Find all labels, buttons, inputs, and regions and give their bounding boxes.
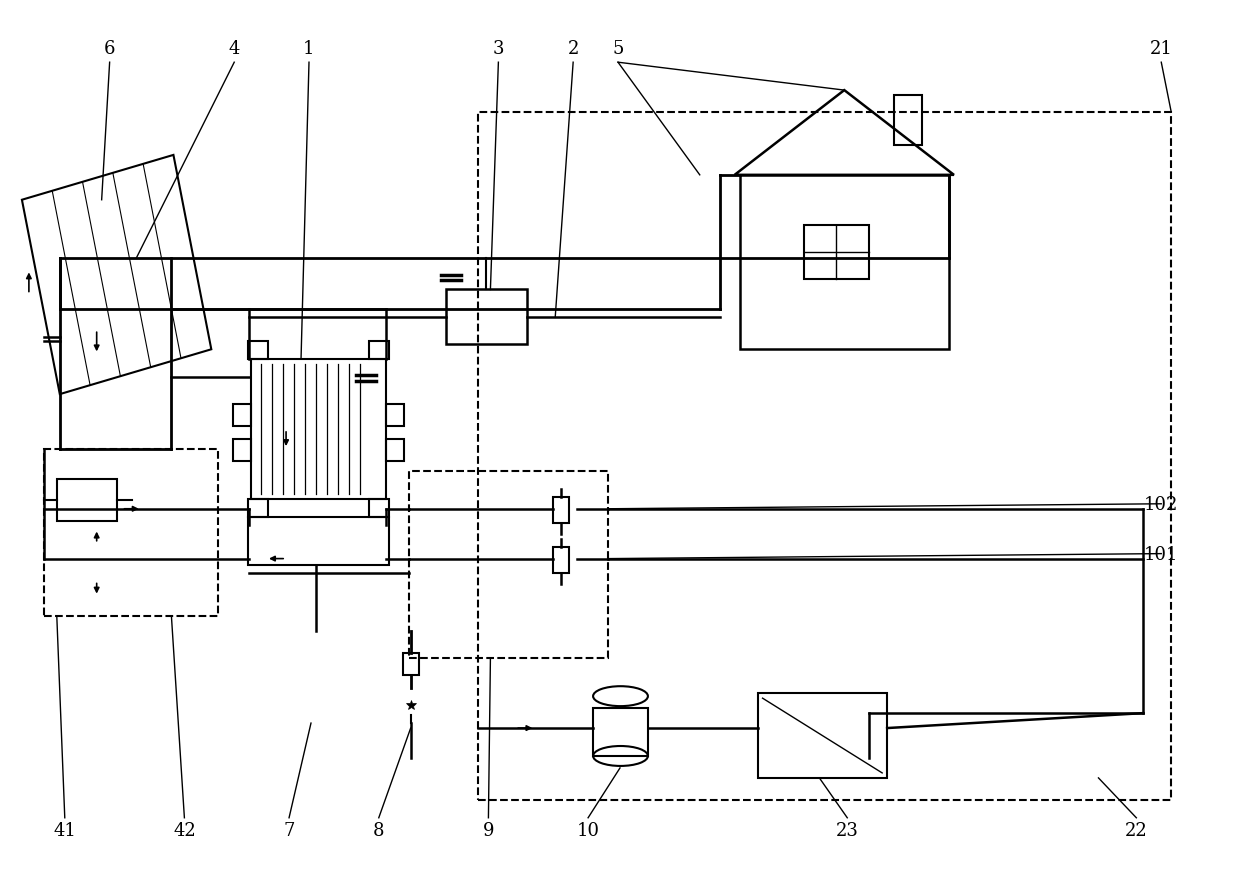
Bar [386,440,404,461]
Bar [403,653,419,675]
Bar [409,471,608,659]
Text: 8: 8 [373,821,384,839]
Text: 22: 22 [1125,821,1148,839]
Bar [553,547,569,573]
Text: 1: 1 [304,40,315,58]
Text: 102: 102 [1145,495,1178,514]
Bar [368,499,389,517]
Bar [445,290,527,345]
Bar [57,480,117,521]
Text: 21: 21 [1149,40,1173,58]
Bar [43,449,218,617]
Bar [805,225,869,280]
Bar [386,405,404,427]
Bar [233,440,252,461]
Bar [248,517,389,565]
Bar [479,113,1172,799]
Bar [894,96,923,146]
Text: 7: 7 [284,821,295,839]
Text: 5: 5 [613,40,624,58]
Text: 9: 9 [482,821,495,839]
Bar [758,693,887,778]
Bar [252,360,386,499]
Bar [593,708,649,756]
Bar [739,176,949,350]
Bar [248,342,268,360]
Text: 3: 3 [492,40,505,58]
Bar [368,342,389,360]
Text: 6: 6 [104,40,115,58]
Text: 4: 4 [228,40,239,58]
Bar [233,405,252,427]
Text: 41: 41 [53,821,76,839]
Text: 2: 2 [568,40,579,58]
Text: 42: 42 [174,821,196,839]
Bar [248,499,268,517]
Text: 23: 23 [836,821,859,839]
Text: 101: 101 [1145,545,1178,563]
Text: 10: 10 [577,821,600,839]
Bar [553,497,569,523]
